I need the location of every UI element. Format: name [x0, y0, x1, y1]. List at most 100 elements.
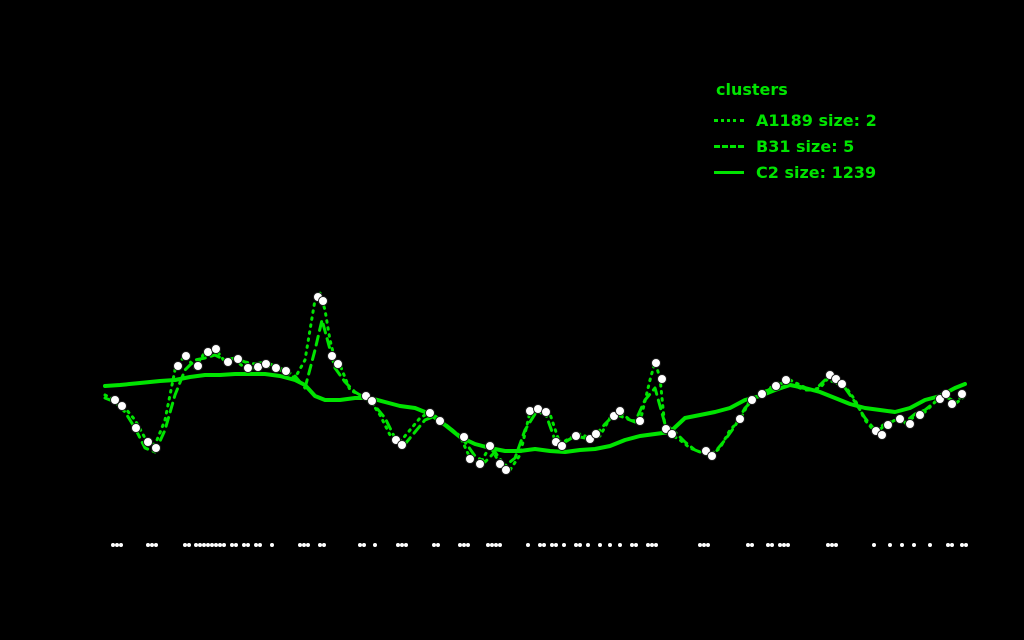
solid-line-sample-icon	[714, 170, 744, 174]
data-point-marker	[591, 429, 601, 439]
data-point-marker	[143, 437, 153, 447]
data-point-marker	[151, 443, 161, 453]
data-point-marker	[223, 357, 233, 367]
data-point-marker	[281, 366, 291, 376]
data-point-marker	[657, 374, 667, 384]
rug-tick-mark	[498, 543, 502, 547]
data-point-marker	[475, 459, 485, 469]
legend-item-c2: C2 size: 1239	[714, 159, 877, 185]
rug-tick-mark	[146, 543, 150, 547]
data-point-marker	[211, 344, 221, 354]
rug-tick-mark	[950, 543, 954, 547]
rug-tick-mark	[964, 543, 968, 547]
data-point-marker	[397, 440, 407, 450]
rug-tick-mark	[358, 543, 362, 547]
rug-tick-mark	[404, 543, 408, 547]
rug-tick-mark	[242, 543, 246, 547]
rug-tick-mark	[373, 543, 377, 547]
data-point-marker	[131, 423, 141, 433]
data-point-marker	[435, 416, 445, 426]
rug-tick-mark	[150, 543, 154, 547]
rug-tick-mark	[396, 543, 400, 547]
rug-tick-mark	[254, 543, 258, 547]
rug-tick-mark	[246, 543, 250, 547]
data-point-marker	[651, 358, 661, 368]
rug-tick-mark	[115, 543, 119, 547]
rug-tick-mark	[436, 543, 440, 547]
data-point-marker	[915, 410, 925, 420]
rug-tick-mark	[154, 543, 158, 547]
rug-tick-mark	[318, 543, 322, 547]
rug-tick-mark	[928, 543, 932, 547]
rug-tick-mark	[322, 543, 326, 547]
rug-tick-mark	[538, 543, 542, 547]
rug-tick-mark	[834, 543, 838, 547]
rug-tick-mark	[830, 543, 834, 547]
rug-tick-mark	[826, 543, 830, 547]
rug-tick-mark	[302, 543, 306, 547]
rug-tick-mark	[766, 543, 770, 547]
legend: clusters A1189 size: 2 B31 size: 5 C2 si…	[714, 80, 877, 185]
legend-item-label: B31 size: 5	[756, 136, 855, 156]
data-point-marker	[883, 420, 893, 430]
rug-tick-mark	[198, 543, 202, 547]
rug-tick-mark	[598, 543, 602, 547]
rug-tick-mark	[202, 543, 206, 547]
rug-tick-mark	[634, 543, 638, 547]
rug-tick-mark	[206, 543, 210, 547]
rug-tick-mark	[400, 543, 404, 547]
rug-tick-mark	[306, 543, 310, 547]
data-point-marker	[571, 431, 581, 441]
rug-tick-mark	[888, 543, 892, 547]
data-point-marker	[541, 407, 551, 417]
data-point-marker	[318, 296, 328, 306]
rug-tick-mark	[542, 543, 546, 547]
rug-tick-mark	[750, 543, 754, 547]
data-point-marker	[557, 441, 567, 451]
rug-tick-mark	[650, 543, 654, 547]
rug-tick-mark	[466, 543, 470, 547]
rug-tick-mark	[550, 543, 554, 547]
data-point-marker	[243, 363, 253, 373]
rug-tick-mark	[872, 543, 876, 547]
rug-tick-mark	[432, 543, 436, 547]
rug-tick-mark	[778, 543, 782, 547]
rug-tick-mark	[210, 543, 214, 547]
rug-tick-mark	[494, 543, 498, 547]
data-point-marker	[425, 408, 435, 418]
rug-tick-mark	[912, 543, 916, 547]
data-point-marker	[459, 432, 469, 442]
data-point-marker	[233, 354, 243, 364]
rug-tick-mark	[706, 543, 710, 547]
rug-tick-mark	[258, 543, 262, 547]
data-point-marker	[485, 441, 495, 451]
rug-tick-mark	[119, 543, 123, 547]
data-point-marker	[615, 406, 625, 416]
data-point-marker	[905, 419, 915, 429]
data-point-marker	[757, 389, 767, 399]
data-point-marker	[667, 429, 677, 439]
data-point-marker	[333, 359, 343, 369]
data-point-marker	[781, 375, 791, 385]
rug-tick-mark	[578, 543, 582, 547]
data-point-marker	[877, 430, 887, 440]
legend-item-label: C2 size: 1239	[756, 162, 877, 182]
rug-tick-mark	[270, 543, 274, 547]
data-point-marker	[501, 465, 511, 475]
data-point-marker	[495, 459, 505, 469]
rug-tick-mark	[586, 543, 590, 547]
data-point-marker	[117, 401, 127, 411]
rug-tick-mark	[562, 543, 566, 547]
rug-tick-mark	[960, 543, 964, 547]
legend-item-label: A1189 size: 2	[756, 110, 877, 130]
rug-tick-mark	[646, 543, 650, 547]
rug-tick-mark	[526, 543, 530, 547]
data-point-marker	[465, 454, 475, 464]
rug-tick-mark	[782, 543, 786, 547]
rug-tick-mark	[746, 543, 750, 547]
data-point-marker	[261, 359, 271, 369]
rug-tick-mark	[630, 543, 634, 547]
series-line-c2	[103, 372, 967, 454]
